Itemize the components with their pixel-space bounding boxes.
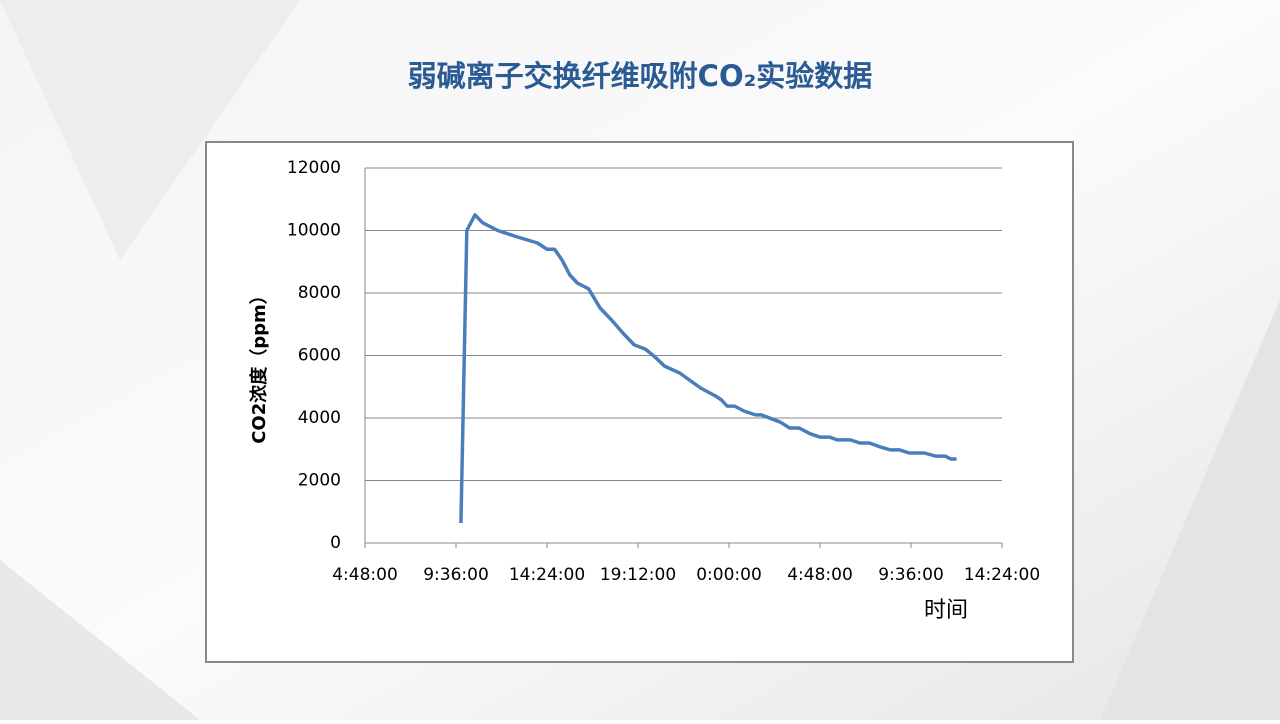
y-tick-label: 12000 [287, 158, 341, 178]
y-tick-label: 6000 [298, 346, 341, 366]
x-tick-label: 0:00:00 [696, 565, 762, 585]
y-tick-label: 8000 [298, 283, 341, 303]
y-tick-label: 0 [330, 533, 341, 553]
x-tick-label: 19:12:00 [600, 565, 676, 585]
x-tick-label: 9:36:00 [423, 565, 489, 585]
bg-shape [1100, 300, 1280, 720]
x-axis-label: 时间 [924, 598, 968, 623]
slide-title: 弱碱离子交换纤维吸附CO₂实验数据 [408, 59, 873, 93]
bg-shape [0, 0, 300, 260]
x-tick-label: 4:48:00 [332, 565, 398, 585]
y-axis-label: CO2浓度（ppm） [248, 286, 270, 444]
x-tick-label: 4:48:00 [787, 565, 853, 585]
x-tick-label: 9:36:00 [878, 565, 944, 585]
chart-frame [205, 141, 1074, 663]
x-tick-label: 14:24:00 [509, 565, 585, 585]
data-line [459, 213, 957, 524]
y-tick-label: 10000 [287, 221, 341, 241]
x-tick-label: 14:24:00 [964, 565, 1040, 585]
y-tick-label: 4000 [298, 408, 341, 428]
y-tick-label: 2000 [298, 471, 341, 491]
bg-shape [0, 560, 200, 720]
